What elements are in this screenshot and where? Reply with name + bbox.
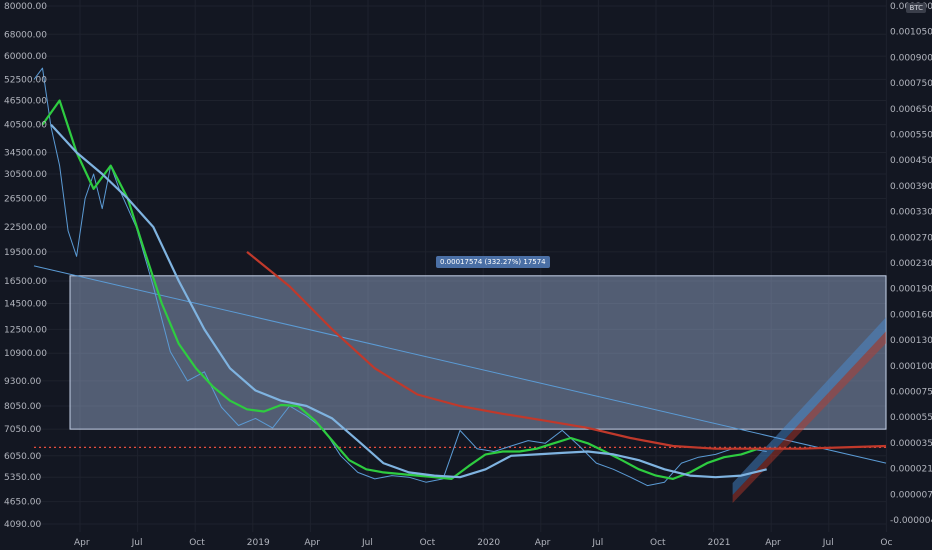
right-axis-tick: 0.00027000 xyxy=(890,233,932,243)
x-axis-tick: 2019 xyxy=(247,538,270,548)
right-axis-tick: 0.00007500 xyxy=(890,388,932,398)
right-axis-tick: 0.00010000 xyxy=(890,362,932,372)
left-axis-tick: 40500.00 xyxy=(4,121,47,131)
channel-upper xyxy=(732,317,886,496)
x-axis-tick: Oct xyxy=(420,538,436,548)
x-axis-tick: Jul xyxy=(131,538,143,548)
x-axis-strip xyxy=(0,532,932,550)
left-axis-tick: 9300.00 xyxy=(4,377,41,387)
left-axis-tick: 52500.00 xyxy=(4,75,47,85)
x-axis-tick: 2020 xyxy=(477,538,500,548)
right-axis-tick: -0.00000400 xyxy=(890,516,932,526)
left-axis-tick: 34500.00 xyxy=(4,149,47,159)
right-axis-tick: 0.00019000 xyxy=(890,285,932,295)
right-axis-tick: 0.00016000 xyxy=(890,310,932,320)
left-axis-tick: 10900.00 xyxy=(4,349,47,359)
x-axis-tick: Oct xyxy=(650,538,666,548)
right-axis-tick: 0.00105000 xyxy=(890,28,932,38)
x-axis-tick: Jul xyxy=(361,538,373,548)
right-axis-tick: 0.00090000 xyxy=(890,53,932,63)
right-axis-tick: 0.00002100 xyxy=(890,465,932,475)
left-axis-tick: 5350.00 xyxy=(4,473,41,483)
left-axis-tick: 14500.00 xyxy=(4,300,47,310)
left-axis-tick: 60000.00 xyxy=(4,52,47,62)
right-axis-tick: 0.00005500 xyxy=(890,413,932,423)
right-axis-tick: 0.00065000 xyxy=(890,105,932,115)
price-series-3 xyxy=(246,251,887,450)
price-range-box xyxy=(69,275,887,430)
left-axis-tick: 7050.00 xyxy=(4,425,41,435)
right-axis-tick: 0.00039000 xyxy=(890,182,932,192)
left-axis-tick: 4090.00 xyxy=(4,520,41,530)
x-axis-tick: Apr xyxy=(535,538,551,548)
left-axis-tick: 19500.00 xyxy=(4,248,47,258)
right-axis-tick: 0.00013000 xyxy=(890,336,932,346)
price-series-2 xyxy=(50,123,767,479)
right-axis-tick: 0.00033000 xyxy=(890,208,932,218)
left-axis-tick: 22500.00 xyxy=(4,223,47,233)
left-axis-tick: 12500.00 xyxy=(4,325,47,335)
left-axis-tick: 46500.00 xyxy=(4,97,47,107)
price-range-label: 0.00017574 (332.27%) 17574 xyxy=(436,256,550,268)
x-axis-tick: Jul xyxy=(591,538,603,548)
x-axis-tick: 2021 xyxy=(708,538,731,548)
x-axis-tick: Apr xyxy=(765,538,781,548)
right-axis-tick: 0.00045000 xyxy=(890,156,932,166)
price-series-0 xyxy=(33,67,767,487)
left-axis-tick: 30500.00 xyxy=(4,170,47,180)
x-axis-tick: Oct xyxy=(189,538,205,548)
right-axis-tick: 0.00055000 xyxy=(890,131,932,141)
left-axis-tick: 16500.00 xyxy=(4,277,47,287)
trendline xyxy=(33,265,887,464)
left-axis-tick: 80000.00 xyxy=(4,2,47,12)
symbol-badge: BTC xyxy=(906,3,926,13)
x-axis-tick: Apr xyxy=(304,538,320,548)
right-axis-tick: 0.00023000 xyxy=(890,259,932,269)
x-axis-tick: Apr xyxy=(74,538,90,548)
x-axis-tick: Jul xyxy=(822,538,834,548)
right-axis-tick: 0.00000700 xyxy=(890,490,932,500)
left-axis-tick: 6050.00 xyxy=(4,452,41,462)
price-series-1 xyxy=(41,99,759,480)
x-axis-tick: Oc xyxy=(880,538,892,548)
right-axis-tick: 0.00003500 xyxy=(890,439,932,449)
left-axis-tick: 26500.00 xyxy=(4,194,47,204)
right-axis-tick: 0.00075000 xyxy=(890,79,932,89)
left-axis-tick: 68000.00 xyxy=(4,30,47,40)
channel-lower xyxy=(732,331,886,504)
left-axis-tick: 4650.00 xyxy=(4,498,41,508)
left-axis-tick: 8050.00 xyxy=(4,402,41,412)
